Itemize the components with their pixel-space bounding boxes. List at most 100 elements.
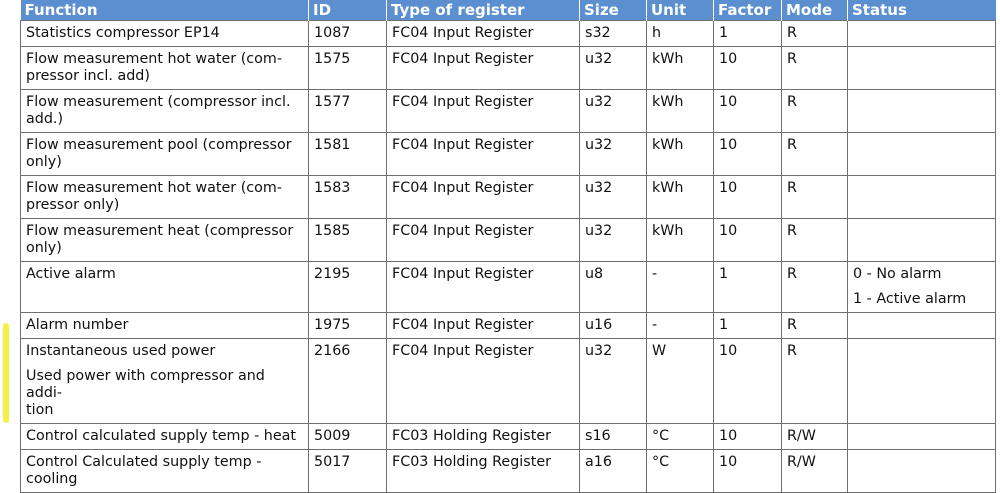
function-text: Flow measurement pool (compressor only) bbox=[26, 137, 292, 170]
header-type: Type of register bbox=[386, 0, 580, 21]
cell-status bbox=[847, 20, 996, 47]
header-factor: Factor bbox=[713, 0, 782, 21]
cell-type: FC04 Input Register bbox=[386, 132, 580, 176]
cell-status bbox=[847, 338, 996, 424]
cell-id: 2166 bbox=[308, 338, 387, 424]
header-mode: Mode bbox=[781, 0, 848, 21]
cell-size: a16 bbox=[579, 449, 647, 493]
status-text: 1 - Active alarm bbox=[853, 291, 967, 307]
cell-status bbox=[847, 46, 996, 90]
function-text: Control Calculated supply temp - cooling bbox=[26, 454, 262, 487]
function-text: Alarm number bbox=[26, 317, 129, 333]
table-row: Flow measurement hot water (com-pressor … bbox=[20, 46, 996, 90]
cell-unit: kWh bbox=[646, 132, 714, 176]
table-row: Flow measurement pool (compressor only) 15… bbox=[20, 132, 996, 176]
cell-unit: - bbox=[646, 312, 714, 339]
cell-mode: R bbox=[781, 338, 848, 424]
cell-function: Flow measurement pool (compressor only) bbox=[20, 132, 309, 176]
cell-type: FC04 Input Register bbox=[386, 261, 580, 313]
cell-unit: - bbox=[646, 261, 714, 313]
cell-factor: 10 bbox=[713, 338, 782, 424]
cell-unit: h bbox=[646, 20, 714, 47]
cell-factor: 1 bbox=[713, 261, 782, 313]
status-text: 0 - No alarm bbox=[853, 266, 942, 282]
cell-id: 1087 bbox=[308, 20, 387, 47]
cell-function: Alarm number bbox=[20, 312, 309, 339]
table-row: Instantaneous used power Used power with … bbox=[20, 338, 996, 424]
cell-unit: kWh bbox=[646, 89, 714, 133]
header-unit: Unit bbox=[646, 0, 714, 21]
cell-factor: 10 bbox=[713, 423, 782, 450]
cell-id: 1581 bbox=[308, 132, 387, 176]
table-row: Active alarm 2195 FC04 Input Register u8-1 R… bbox=[20, 261, 996, 313]
cell-mode: R bbox=[781, 20, 848, 47]
table-header-row: Function ID Type of register Size Unit F… bbox=[20, 0, 996, 21]
cell-id: 2195 bbox=[308, 261, 387, 313]
cell-mode: R bbox=[781, 312, 848, 339]
cell-mode: R bbox=[781, 261, 848, 313]
cell-size: u32 bbox=[579, 338, 647, 424]
function-text: Statistics compressor EP14 bbox=[26, 25, 220, 41]
cell-status bbox=[847, 89, 996, 133]
cell-function: Statistics compressor EP14 bbox=[20, 20, 309, 47]
cell-factor: 1 bbox=[713, 20, 782, 47]
function-text: Instantaneous used power bbox=[26, 343, 216, 359]
cell-type: FC03 Holding Register bbox=[386, 449, 580, 493]
table-row: Control calculated supply temp - heat 500… bbox=[20, 423, 996, 450]
cell-type: FC04 Input Register bbox=[386, 46, 580, 90]
function-text: Control calculated supply temp - heat bbox=[26, 428, 297, 444]
cell-id: 5009 bbox=[308, 423, 387, 450]
function-text: Flow measurement hot water (com-pressor … bbox=[26, 51, 282, 84]
cell-id: 1575 bbox=[308, 46, 387, 90]
cell-factor: 10 bbox=[713, 89, 782, 133]
cell-function: Flow measurement (compressor incl. add.) bbox=[20, 89, 309, 133]
cell-size: u32 bbox=[579, 218, 647, 262]
highlighter-mark bbox=[3, 323, 9, 423]
header-status: Status bbox=[847, 0, 996, 21]
table-row: Control Calculated supply temp - cooling… bbox=[20, 449, 996, 493]
cell-size: u32 bbox=[579, 175, 647, 219]
cell-type: FC03 Holding Register bbox=[386, 423, 580, 450]
cell-mode: R/W bbox=[781, 423, 848, 450]
function-text: Active alarm bbox=[26, 266, 116, 282]
header-size: Size bbox=[579, 0, 647, 21]
cell-mode: R bbox=[781, 46, 848, 90]
cell-status bbox=[847, 175, 996, 219]
cell-id: 1585 bbox=[308, 218, 387, 262]
table-row: Statistics compressor EP14 1087 FC04 Input… bbox=[20, 20, 996, 47]
cell-factor: 10 bbox=[713, 449, 782, 493]
cell-status bbox=[847, 423, 996, 450]
cell-unit: kWh bbox=[646, 46, 714, 90]
cell-factor: 10 bbox=[713, 132, 782, 176]
cell-mode: R/W bbox=[781, 449, 848, 493]
cell-size: u32 bbox=[579, 46, 647, 90]
cell-type: FC04 Input Register bbox=[386, 175, 580, 219]
header-function: Function bbox=[20, 0, 309, 21]
cell-id: 5017 bbox=[308, 449, 387, 493]
cell-size: u16 bbox=[579, 312, 647, 339]
cell-size: u8 bbox=[579, 261, 647, 313]
cell-type: FC04 Input Register bbox=[386, 218, 580, 262]
function-text: Used power with compressor and addi-tion bbox=[26, 368, 265, 418]
cell-unit: °C bbox=[646, 423, 714, 450]
cell-function: Active alarm bbox=[20, 261, 309, 313]
cell-factor: 1 bbox=[713, 312, 782, 339]
cell-type: FC04 Input Register bbox=[386, 20, 580, 47]
function-text: Flow measurement hot water (com-pressor … bbox=[26, 180, 282, 213]
cell-id: 1577 bbox=[308, 89, 387, 133]
cell-factor: 10 bbox=[713, 46, 782, 90]
cell-status: 0 - No alarm 1 - Active alarm bbox=[847, 261, 996, 313]
table-body: Statistics compressor EP14 1087 FC04 Input… bbox=[20, 20, 996, 493]
table-row: Alarm number 1975 FC04 Input Register u16-1… bbox=[20, 312, 996, 339]
cell-function: Instantaneous used power Used power with … bbox=[20, 338, 309, 424]
cell-unit: kWh bbox=[646, 175, 714, 219]
cell-size: u32 bbox=[579, 89, 647, 133]
cell-mode: R bbox=[781, 132, 848, 176]
function-text: Flow measurement heat (compressor only) bbox=[26, 223, 294, 256]
cell-status bbox=[847, 312, 996, 339]
cell-status bbox=[847, 218, 996, 262]
cell-id: 1583 bbox=[308, 175, 387, 219]
cell-type: FC04 Input Register bbox=[386, 338, 580, 424]
cell-status bbox=[847, 449, 996, 493]
table-row: Flow measurement heat (compressor only) 15… bbox=[20, 218, 996, 262]
